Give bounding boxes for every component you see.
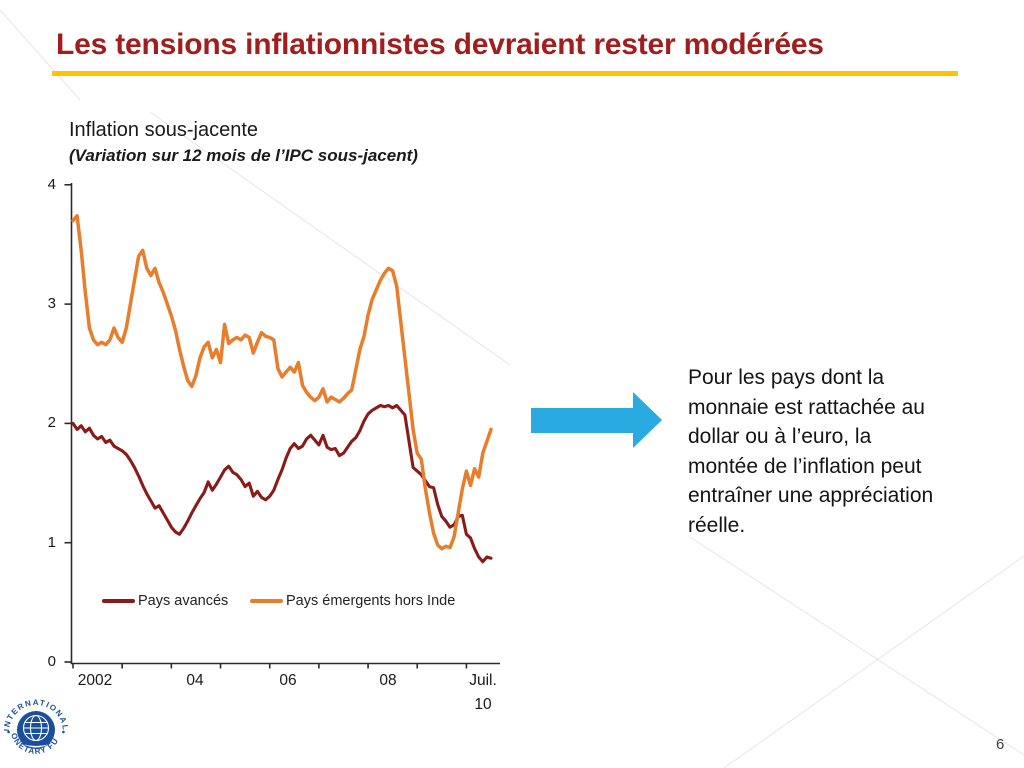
legend-item-pays-avances: Pays avancés [102,592,228,610]
series-line-pays-avances [71,403,493,564]
y-tick-label: 4 [47,175,56,193]
background-watermark-line [0,9,81,101]
imf-logo-dot-left [7,730,10,734]
chart-subtitle: (Variation sur 12 mois de l’IPC sous-jac… [69,146,418,165]
page-number: 6 [996,736,1005,753]
background-watermark-line [723,555,1024,768]
y-tick-label: 2 [47,414,56,432]
series-line-pays-emergents [71,214,493,551]
y-tick-label: 0 [47,653,56,670]
y-tick-label: 1 [47,533,56,551]
x-tick-label: 04 [186,672,204,689]
imf-logo-laurel [24,744,48,748]
x-tick-label: 06 [279,672,297,689]
imf-logo-dot-right [62,730,65,734]
slide-title: Les tensions inflationnistes devraient r… [56,28,824,61]
callout-text: Pour les pays dont la monnaie est rattac… [688,366,934,537]
legend-swatch-pays-avances [102,599,135,603]
x-tick-label: Juil. 10 [469,672,497,713]
imf-logo-globe-disc [17,711,55,749]
x-tick-label: 2002 [77,672,113,689]
chart-title: Inflation sous-jacente [69,119,259,141]
title-accent-bar [52,71,958,76]
background-watermark-line [689,536,1024,756]
legend-swatch-pays-emergents [250,599,283,603]
background-watermark-line [149,111,511,366]
imf-logo-globe-lines [22,714,50,742]
legend-item-pays-emergents: Pays émergents hors Inde [250,592,455,610]
callout-arrow-icon [531,392,662,448]
y-tick-label: 3 [47,295,56,313]
imf-logo: INTERNATIONAL MONETARY FUND [4,697,68,764]
legend-label-pays-emergents: Pays émergents hors Inde [286,593,456,609]
legend-label-pays-avances: Pays avancés [138,593,229,609]
x-tick-label: 08 [379,672,397,689]
